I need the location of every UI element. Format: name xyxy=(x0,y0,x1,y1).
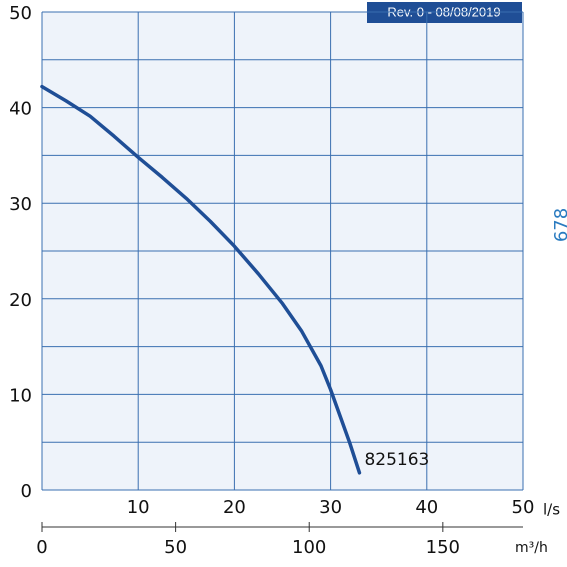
y-tick-label: 0 xyxy=(21,481,32,502)
y-tick-label: 10 xyxy=(9,385,32,406)
series-label: 825163 xyxy=(364,450,429,470)
x-axis-label: l/s xyxy=(543,501,560,519)
x2-tick-label: 100 xyxy=(292,537,326,558)
x2-tick-label: 0 xyxy=(36,537,47,558)
x-tick-label: 30 xyxy=(319,497,342,518)
x-tick-label: 40 xyxy=(415,497,438,518)
y-tick-label: 50 xyxy=(9,3,32,24)
y-tick-label: 40 xyxy=(9,99,32,120)
y-tick-label: 20 xyxy=(9,290,32,311)
x2-tick-label: 150 xyxy=(426,537,460,558)
x2-tick-label: 50 xyxy=(164,537,187,558)
y-tick-label: 30 xyxy=(9,194,32,215)
curve xyxy=(40,84,362,475)
side-label: 678 xyxy=(551,208,567,242)
x-tick-label: 10 xyxy=(127,497,150,518)
x2-axis-label: m³/h xyxy=(515,540,548,556)
x-tick-label: 20 xyxy=(223,497,246,518)
x-tick-label: 50 xyxy=(512,497,535,518)
